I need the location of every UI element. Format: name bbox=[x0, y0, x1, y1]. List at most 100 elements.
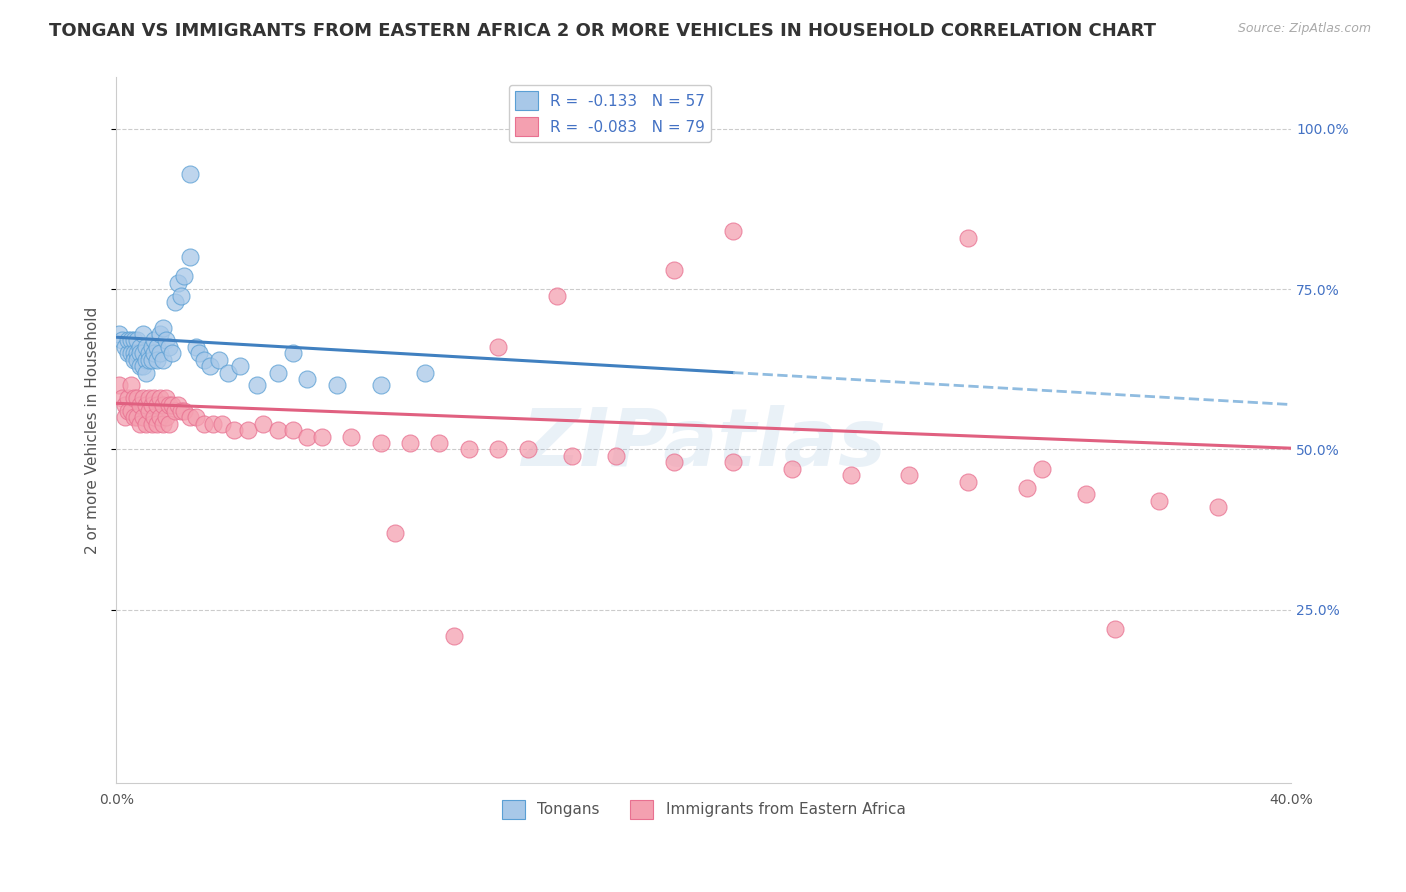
Point bbox=[208, 352, 231, 367]
Point bbox=[141, 340, 163, 354]
Point bbox=[1031, 461, 1053, 475]
Point bbox=[561, 449, 583, 463]
Point bbox=[114, 398, 136, 412]
Point bbox=[128, 340, 150, 354]
Point bbox=[163, 295, 186, 310]
Point bbox=[246, 378, 269, 392]
Point bbox=[135, 398, 157, 412]
Point bbox=[170, 404, 193, 418]
Point bbox=[252, 417, 274, 431]
Point bbox=[149, 410, 172, 425]
Point bbox=[297, 430, 319, 444]
Point bbox=[143, 334, 166, 348]
Point bbox=[155, 334, 177, 348]
Point bbox=[217, 366, 239, 380]
Point bbox=[179, 410, 201, 425]
Point bbox=[184, 410, 207, 425]
Point bbox=[193, 352, 215, 367]
Point bbox=[325, 378, 347, 392]
Point bbox=[122, 346, 145, 360]
Point bbox=[898, 468, 921, 483]
Point bbox=[193, 417, 215, 431]
Point bbox=[152, 352, 174, 367]
Point bbox=[138, 352, 160, 367]
Point bbox=[143, 410, 166, 425]
Point bbox=[1206, 500, 1229, 515]
Point bbox=[146, 398, 169, 412]
Legend: Tongans, Immigrants from Eastern Africa: Tongans, Immigrants from Eastern Africa bbox=[496, 794, 911, 825]
Point bbox=[157, 340, 180, 354]
Point bbox=[152, 320, 174, 334]
Point bbox=[311, 430, 333, 444]
Point bbox=[122, 352, 145, 367]
Point bbox=[122, 334, 145, 348]
Point bbox=[135, 366, 157, 380]
Point bbox=[238, 423, 260, 437]
Point bbox=[120, 334, 142, 348]
Point bbox=[1015, 481, 1038, 495]
Point bbox=[370, 378, 392, 392]
Point bbox=[486, 442, 509, 457]
Point bbox=[132, 326, 155, 341]
Point bbox=[281, 423, 304, 437]
Text: TONGAN VS IMMIGRANTS FROM EASTERN AFRICA 2 OR MORE VEHICLES IN HOUSEHOLD CORRELA: TONGAN VS IMMIGRANTS FROM EASTERN AFRICA… bbox=[49, 22, 1156, 40]
Point bbox=[141, 398, 163, 412]
Point bbox=[281, 346, 304, 360]
Point bbox=[167, 276, 190, 290]
Point bbox=[957, 475, 980, 489]
Point bbox=[187, 346, 209, 360]
Point bbox=[457, 442, 479, 457]
Point bbox=[516, 442, 538, 457]
Point bbox=[141, 417, 163, 431]
Point bbox=[135, 417, 157, 431]
Point bbox=[125, 391, 148, 405]
Point bbox=[155, 410, 177, 425]
Point bbox=[157, 417, 180, 431]
Point bbox=[721, 224, 744, 238]
Point bbox=[117, 346, 139, 360]
Point bbox=[384, 525, 406, 540]
Point bbox=[117, 391, 139, 405]
Point bbox=[152, 398, 174, 412]
Point bbox=[780, 461, 803, 475]
Point bbox=[157, 398, 180, 412]
Y-axis label: 2 or more Vehicles in Household: 2 or more Vehicles in Household bbox=[86, 307, 100, 554]
Point bbox=[1074, 487, 1097, 501]
Point bbox=[486, 340, 509, 354]
Point bbox=[340, 430, 363, 444]
Point bbox=[122, 391, 145, 405]
Point bbox=[120, 404, 142, 418]
Point bbox=[200, 359, 222, 373]
Point bbox=[135, 352, 157, 367]
Point bbox=[167, 398, 190, 412]
Point bbox=[132, 410, 155, 425]
Point bbox=[132, 391, 155, 405]
Point bbox=[546, 288, 568, 302]
Point bbox=[108, 378, 131, 392]
Point bbox=[173, 269, 195, 284]
Point bbox=[160, 346, 183, 360]
Point bbox=[146, 417, 169, 431]
Point bbox=[146, 340, 169, 354]
Point bbox=[605, 449, 627, 463]
Text: ZIPatlas: ZIPatlas bbox=[522, 405, 886, 483]
Point bbox=[122, 410, 145, 425]
Point bbox=[138, 404, 160, 418]
Point bbox=[128, 359, 150, 373]
Point bbox=[128, 346, 150, 360]
Point bbox=[111, 391, 134, 405]
Point bbox=[267, 366, 290, 380]
Point bbox=[114, 340, 136, 354]
Point bbox=[370, 436, 392, 450]
Point bbox=[111, 334, 134, 348]
Point bbox=[141, 352, 163, 367]
Point bbox=[125, 410, 148, 425]
Point bbox=[117, 404, 139, 418]
Point bbox=[267, 423, 290, 437]
Point bbox=[135, 340, 157, 354]
Point bbox=[839, 468, 862, 483]
Point bbox=[957, 231, 980, 245]
Point bbox=[149, 346, 172, 360]
Point bbox=[160, 398, 183, 412]
Point bbox=[184, 340, 207, 354]
